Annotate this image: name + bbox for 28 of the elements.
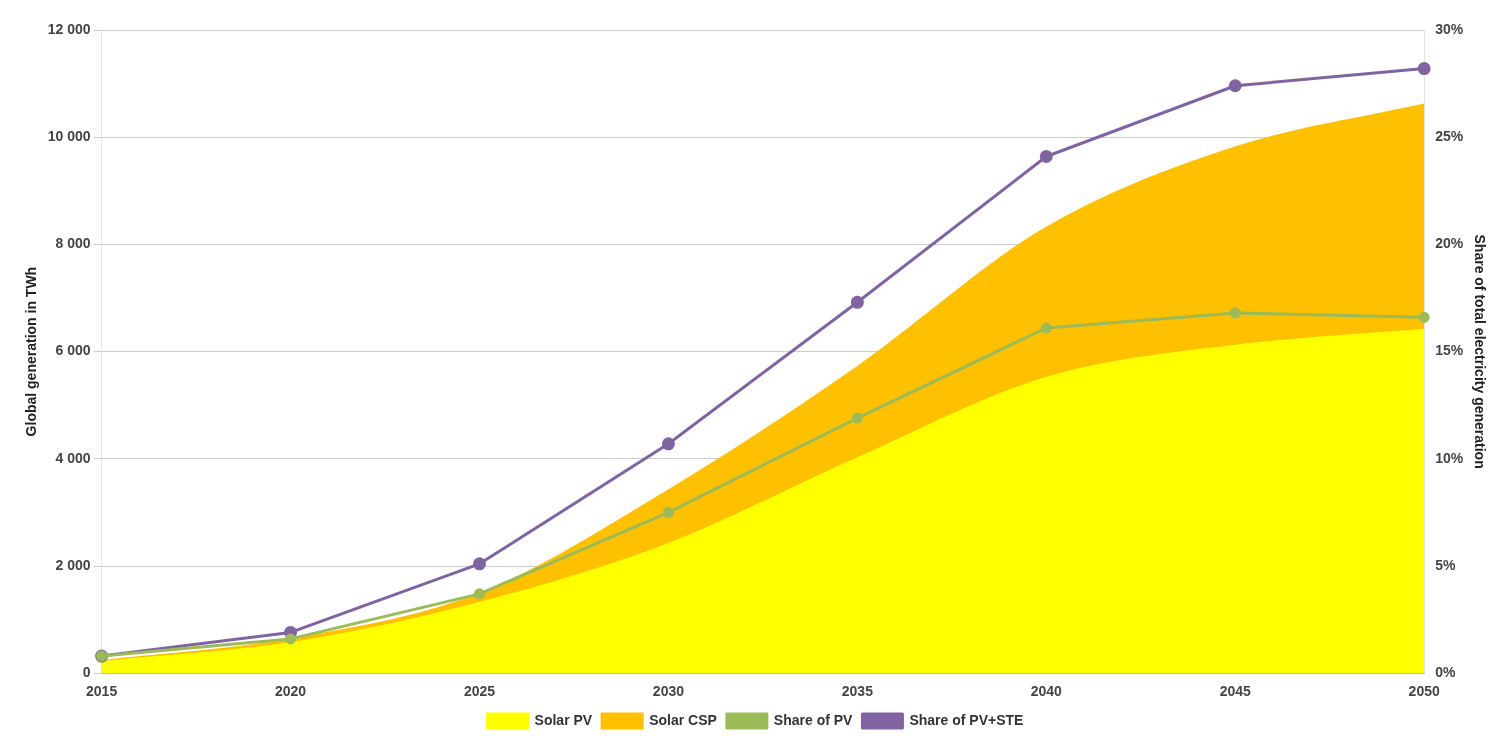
x-tick-label: 2025 [463, 683, 496, 700]
y-tick-label: 4 000 [55, 449, 91, 466]
legend-label: Share of PV [773, 711, 854, 728]
y2-tick-label: 30% [1435, 20, 1464, 37]
legend-label: Solar CSP [649, 711, 717, 728]
x-tick-label: 2020 [274, 683, 307, 700]
y2-tick-label: 5% [1435, 556, 1456, 573]
y-tick-label: 10 000 [47, 128, 91, 145]
y2-tick-label: 15% [1435, 342, 1464, 359]
y2-tick-label: 25% [1435, 128, 1464, 145]
y2-tick-label: 20% [1435, 235, 1464, 252]
y2-tick-label: 10% [1435, 449, 1464, 466]
y-tick-label: 8 000 [55, 235, 91, 252]
legend-label: Share of PV+STE [909, 711, 1024, 728]
y-tick-label: 12 000 [47, 20, 91, 37]
y2-tick-label: 0% [1435, 664, 1456, 681]
x-tick-label: 2015 [86, 683, 118, 700]
x-tick-label: 2045 [1219, 683, 1252, 700]
x-tick-label: 2050 [1408, 683, 1440, 700]
x-tick-label: 2030 [652, 683, 685, 700]
y-axis-title: Global generation in TWh [23, 266, 40, 437]
x-tick-label: 2040 [1030, 683, 1063, 700]
x-tick-label: 2035 [841, 683, 874, 700]
y-tick-label: 6 000 [55, 342, 91, 359]
y-tick-label: 2 000 [55, 556, 91, 573]
y2-axis-title: Share of total electricity generation [1471, 234, 1488, 469]
legend-label: Solar PV [534, 711, 593, 728]
y-tick-label: 0 [82, 664, 91, 681]
